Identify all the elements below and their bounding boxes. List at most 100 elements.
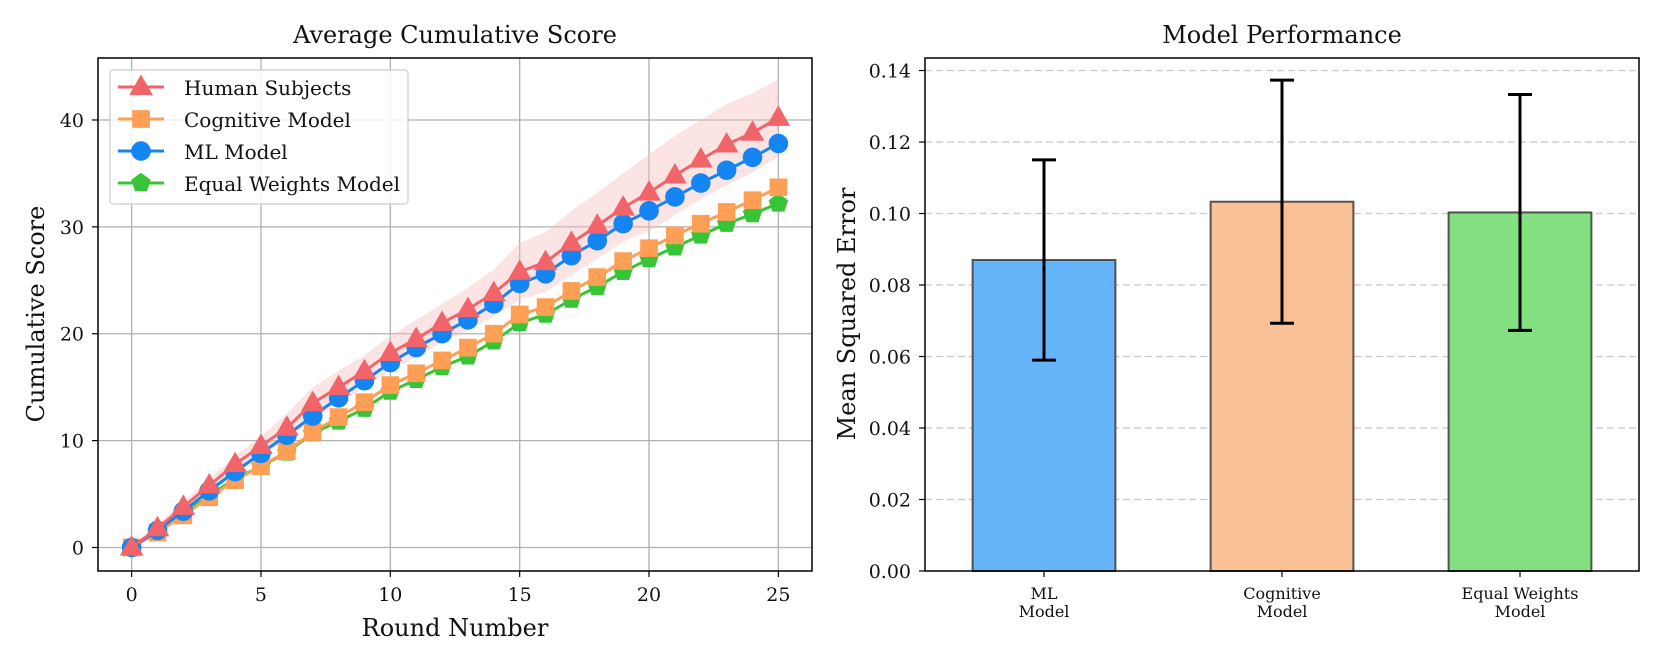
data-point-human-subjects [585,213,610,234]
data-point-human-subjects [145,515,170,537]
data-point-human-subjects [507,259,532,280]
y-tick-label: 0.08 [869,275,911,297]
data-point-cognitive-model [278,442,296,461]
y-tick-label: 20 [60,324,84,346]
line-chart-x-label: Round Number [362,614,549,642]
series-equal-weights-model [121,193,789,556]
y-tick-label: 0.10 [869,204,911,226]
data-point-human-subjects [352,358,377,380]
data-point-human-subjects [559,230,584,251]
data-point-human-subjects [223,451,247,473]
error-bar-ml-model [1032,158,1056,362]
data-point-cognitive-model [355,393,374,411]
data-point-human-subjects [637,180,661,201]
data-point-human-subjects [663,163,687,184]
data-point-ml-model [690,173,711,193]
legend-marker-ml-model [131,141,151,161]
y-tick-label: 10 [60,431,84,453]
line-chart-ticks: 0 5 10 15 20 25 0 10 20 30 40 [60,110,791,606]
legend-label-ml-model: ML Model [184,140,288,164]
data-point-human-subjects [611,195,635,216]
line-chart-title: Average Cumulative Score [292,21,617,49]
x-tick-label-line1: ML [1030,584,1057,603]
legend-label-equal-weights-model: Equal Weights Model [184,172,400,196]
line-chart-axes-frame [97,57,813,572]
series-human-subjects [119,105,791,556]
x-tick-label-line2: Model [1257,602,1308,621]
line-chart-y-label: Cumulative Score [22,206,50,423]
y-tick-label: 0.02 [869,490,911,512]
data-point-ml-model [742,147,763,168]
data-point-human-subjects [456,296,480,318]
y-tick-label: 0.04 [869,418,911,440]
data-point-human-subjects [378,340,403,361]
bar-chart-error-bars [1032,78,1532,362]
line-chart-series [119,105,791,558]
data-point-cognitive-model [743,191,762,209]
bar-chart-y-label: Mean Squared Error [833,187,861,440]
legend-frame [109,69,409,205]
data-point-cognitive-model [691,214,710,233]
data-point-human-subjects [197,472,222,494]
data-point-cognitive-model [769,178,788,197]
data-point-cognitive-model [562,282,581,300]
data-point-ml-model [768,133,789,154]
legend-marker-equal-weights-model [131,172,151,192]
bar-chart-title: Model Performance [1162,21,1402,49]
error-bar-cognitive-model [1270,78,1294,325]
bar-chart-panel: 0.000.020.040.060.080.100.120.14MLModelC… [833,21,1640,621]
bar-chart-ticks: 0.000.020.040.060.080.100.120.14MLModelC… [869,61,1579,621]
x-tick-label: 15 [508,584,532,606]
data-point-human-subjects [714,132,739,153]
x-tick-label: 20 [637,584,661,606]
data-point-cognitive-model [484,324,503,343]
legend-item-cognitive-model: Cognitive Model [118,108,351,132]
line-chart-panel: 0 5 10 15 20 25 0 10 20 30 40 Average Cumulative S… [22,21,813,642]
legend-label-human-subjects: Human Subjects [184,76,351,100]
legend-item-ml-model: ML Model [118,140,288,164]
data-point-human-subjects [430,310,454,332]
data-point-cognitive-model [510,305,529,324]
y-tick-label: 40 [60,110,84,132]
data-point-ml-model [613,213,633,234]
series-cognitive-model [122,178,788,557]
data-point-cognitive-model [640,239,658,258]
x-tick-label: 5 [255,584,267,606]
data-point-cognitive-model [588,268,607,286]
data-point-cognitive-model [329,408,348,426]
data-point-human-subjects [533,249,558,271]
x-tick-label-line2: Model [1019,602,1070,621]
data-point-cognitive-model [407,364,426,383]
data-point-cognitive-model [614,252,632,270]
error-bar-equal-weights-model [1508,92,1532,332]
data-point-ml-model [716,160,737,180]
data-point-equal-weights-model [768,193,789,212]
data-point-cognitive-model [666,226,684,245]
y-tick-label: 0.14 [869,61,911,83]
legend-item-human-subjects: Human Subjects [118,74,351,100]
y-tick-label: 0 [72,537,84,559]
data-point-human-subjects [766,105,791,126]
line-chart-legend: Human Subjects Cognitive Model ML Model … [109,69,409,205]
y-tick-label: 0.12 [869,132,911,154]
data-point-human-subjects [249,433,273,454]
data-point-cognitive-model [433,351,451,370]
x-tick-label: 25 [766,584,790,606]
data-point-cognitive-model [381,376,400,394]
legend-marker-human-subjects [129,74,153,95]
data-point-human-subjects [300,390,325,412]
data-point-cognitive-model [717,203,736,221]
data-point-ml-model [587,230,608,251]
data-point-human-subjects [326,374,351,396]
legend-marker-cognitive-model [132,110,150,128]
data-point-human-subjects [740,120,765,141]
data-point-ml-model [639,201,659,221]
data-point-ml-model [665,187,685,207]
legend-item-equal-weights-model: Equal Weights Model [118,172,400,196]
x-tick-label: 0 [126,584,138,606]
data-point-human-subjects [481,280,506,302]
data-point-human-subjects [171,494,196,515]
y-tick-label: 30 [60,217,84,239]
y-tick-label: 0.06 [869,347,911,369]
